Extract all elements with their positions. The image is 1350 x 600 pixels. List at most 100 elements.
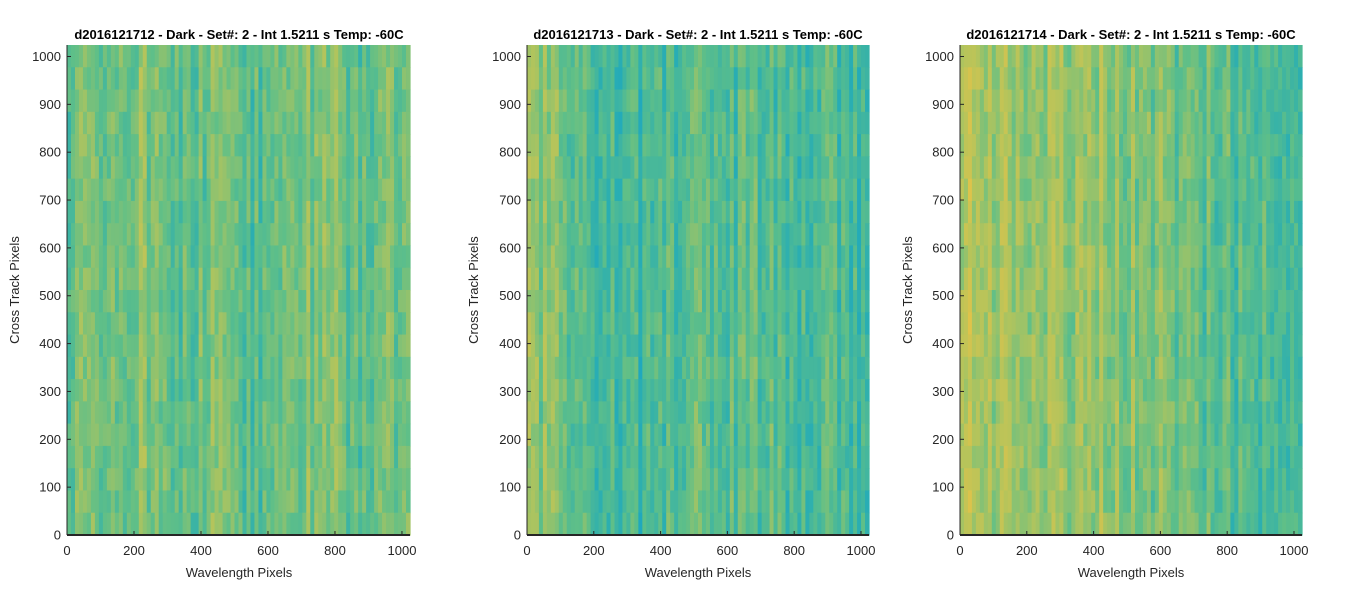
heatmap-cell (130, 200, 136, 224)
heatmap-cell (306, 423, 311, 447)
heatmap-cell (614, 379, 620, 402)
heatmap-cell (554, 312, 560, 336)
heatmap-cell (622, 223, 628, 247)
heatmap-cell (1055, 134, 1061, 157)
heatmap-cell (110, 89, 116, 113)
heatmap-cell (1119, 423, 1124, 447)
heatmap-cell (630, 512, 635, 536)
heatmap-cell (753, 111, 759, 135)
heatmap-cell (178, 468, 184, 492)
heatmap-cell (318, 67, 323, 91)
heatmap-cell (1011, 89, 1017, 113)
heatmap-cell (262, 445, 268, 469)
heatmap-cell (1007, 178, 1013, 202)
heatmap-cell (829, 111, 834, 135)
heatmap-cell (546, 512, 552, 536)
heatmap-cell (765, 200, 771, 224)
heatmap-cell (594, 356, 600, 380)
heatmap-cell (737, 178, 743, 202)
heatmap-cell (805, 156, 810, 180)
heatmap-cell (729, 512, 735, 536)
heatmap-cell (638, 512, 643, 536)
heatmap-cell (274, 401, 279, 425)
heatmap-cell (825, 468, 830, 492)
heatmap-cell (242, 156, 248, 180)
heatmap-cell (214, 111, 220, 135)
heatmap-cell (158, 490, 164, 514)
panel-title: d2016121713 - Dark - Set#: 2 - Int 1.521… (533, 27, 863, 42)
heatmap-cell (1011, 334, 1017, 358)
heatmap-cell (166, 468, 172, 492)
heatmap-cell (534, 200, 540, 224)
heatmap-cell (406, 111, 411, 135)
heatmap-cell (1111, 200, 1116, 224)
heatmap-cell (678, 156, 683, 180)
heatmap-cell (963, 200, 969, 224)
heatmap-cell (963, 111, 969, 135)
heatmap-cell (378, 267, 383, 291)
heatmap-cell (582, 223, 588, 247)
heatmap-cell (302, 156, 307, 180)
heatmap-cell (971, 45, 977, 68)
heatmap-cell (630, 290, 635, 313)
heatmap-cell (322, 379, 327, 402)
heatmap-cell (1043, 290, 1049, 313)
heatmap-cell (781, 445, 787, 469)
heatmap-cell (230, 290, 236, 313)
heatmap-cell (258, 512, 264, 536)
heatmap-cell (234, 156, 240, 180)
heatmap-cell (1083, 379, 1088, 402)
heatmap-cell (1134, 111, 1140, 135)
heatmap-cell (666, 379, 671, 402)
heatmap-cell (983, 512, 989, 536)
heatmap-cell (817, 445, 822, 469)
heatmap-cell (530, 490, 536, 514)
heatmap-cell (709, 200, 715, 224)
heatmap-cell (178, 156, 184, 180)
heatmap-cell (1142, 423, 1148, 447)
heatmap-cell (310, 468, 315, 492)
heatmap-cell (358, 356, 363, 380)
heatmap-cell (378, 67, 383, 91)
heatmap-cell (841, 111, 846, 135)
heatmap-cell (126, 512, 132, 536)
heatmap-cell (186, 67, 192, 91)
heatmap-cell (717, 245, 723, 269)
heatmap-cell (975, 379, 981, 402)
heatmap-cell (805, 89, 810, 113)
heatmap-cell (110, 401, 116, 425)
heatmap-cell (202, 401, 208, 425)
heatmap-cell (274, 89, 279, 113)
heatmap-cell (773, 267, 779, 291)
heatmap-cell (610, 356, 616, 380)
heatmap-cell (1039, 512, 1045, 536)
heatmap-cell (138, 67, 144, 91)
heatmap-cell (282, 67, 287, 91)
heatmap-cell (865, 267, 870, 291)
heatmap-cell (154, 312, 160, 336)
heatmap-cell (146, 67, 152, 91)
heatmap-cell (570, 134, 576, 157)
heatmap-cell (230, 312, 236, 336)
heatmap-cell (266, 379, 272, 402)
heatmap-cell (527, 134, 532, 157)
heatmap-cell (1134, 512, 1140, 536)
heatmap-cell (314, 45, 319, 68)
heatmap-cell (987, 334, 993, 358)
heatmap-cell (146, 178, 152, 202)
heatmap-cell (242, 401, 248, 425)
heatmap-cell (1087, 312, 1092, 336)
heatmap-cell (366, 334, 371, 358)
heatmap-cell (306, 445, 311, 469)
heatmap-cell (658, 379, 663, 402)
heatmap-cell (849, 512, 854, 536)
heatmap-cell (70, 423, 76, 447)
heatmap-cell (186, 89, 192, 113)
heatmap-cell (90, 468, 96, 492)
heatmap-cell (174, 468, 180, 492)
heatmap-cell (406, 267, 411, 291)
heatmap-cell (1123, 401, 1128, 425)
heatmap-cell (1055, 468, 1061, 492)
heatmap-cell (574, 445, 580, 469)
heatmap-cell (542, 111, 548, 135)
